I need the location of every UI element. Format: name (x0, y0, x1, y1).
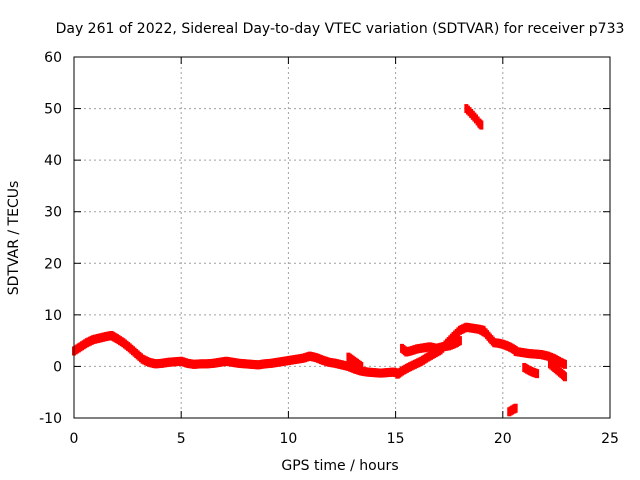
y-axis-label: SDTVAR / TECUs (6, 181, 22, 296)
x-axis-label: GPS time / hours (281, 458, 398, 474)
data-segment (513, 346, 567, 369)
data-segment (547, 359, 567, 382)
y-tick-label: 30 (44, 205, 62, 221)
data-points (72, 104, 567, 417)
x-axis-ticks: 0 5 10 15 20 25 (70, 57, 619, 447)
x-tick-label: 20 (494, 431, 512, 447)
y-tick-label: 50 (44, 102, 62, 118)
y-tick-label: 20 (44, 256, 62, 272)
data-point (359, 361, 364, 371)
x-tick-label: 10 (279, 431, 297, 447)
y-axis-ticks: -10 0 10 20 30 40 50 60 (39, 50, 610, 427)
data-segment (507, 403, 518, 417)
x-tick-label: 0 (70, 431, 79, 447)
data-segment (400, 336, 462, 357)
data-point (457, 336, 462, 346)
x-tick-label: 15 (387, 431, 405, 447)
grid (74, 57, 610, 418)
y-tick-label: 10 (44, 308, 62, 324)
y-tick-label: 60 (44, 50, 62, 66)
plot-frame (73, 56, 611, 419)
data-segment (464, 104, 484, 130)
data-point (479, 120, 484, 130)
data-point (513, 403, 518, 413)
data-point (535, 369, 540, 379)
x-tick-label: 5 (177, 431, 186, 447)
chart-title: Day 261 of 2022, Sidereal Day-to-day VTE… (56, 21, 625, 37)
data-segment (346, 352, 364, 371)
data-segment (522, 362, 540, 379)
x-tick-label: 25 (601, 431, 619, 447)
y-tick-label: 0 (53, 359, 62, 375)
data-segment (479, 325, 518, 355)
data-segment (72, 330, 400, 378)
data-point (562, 372, 567, 382)
y-tick-label: -10 (39, 411, 62, 427)
y-tick-label: 40 (44, 153, 62, 169)
data-point (562, 359, 567, 369)
